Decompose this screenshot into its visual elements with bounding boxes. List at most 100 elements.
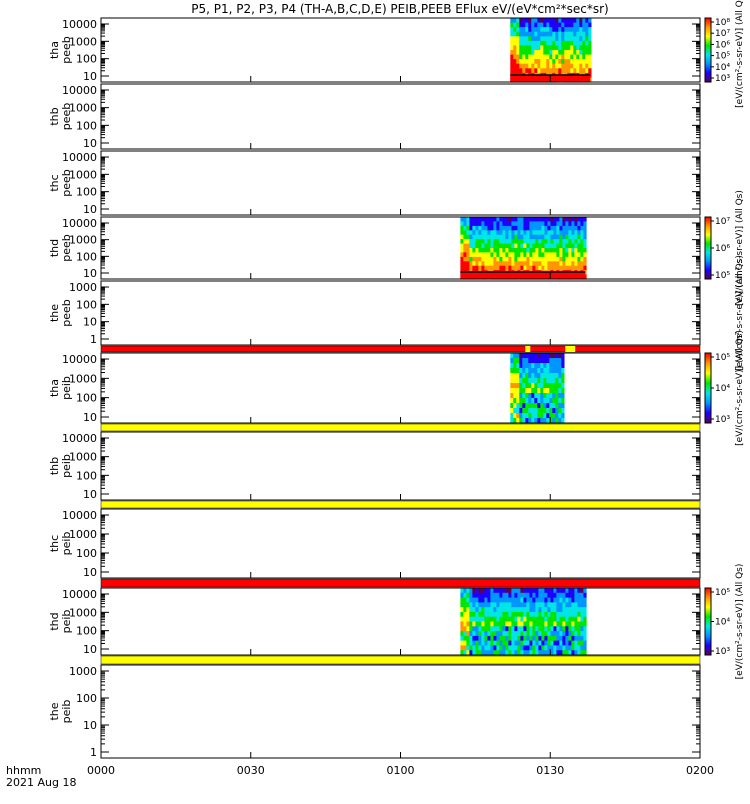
spectrogram-cell [553,611,557,618]
spectrogram-cell [580,230,584,236]
spectrogram-cell [510,27,514,33]
spectrogram-cell [558,358,562,364]
spectrogram-cell [510,388,514,394]
spectrogram-cell [561,68,565,74]
spectrogram-cell [553,221,557,227]
spectrogram-cell [541,265,545,271]
y-tick-label: 1000 [69,528,97,541]
spectrogram-cell [565,234,569,240]
spectrogram-cell [538,650,542,656]
spectrogram-cell [520,621,524,627]
spectrogram-cell [511,230,515,236]
spectrogram-cell [484,256,488,262]
spectrogram-cell [528,18,532,24]
spectrogram-cell [481,607,485,613]
spectrogram-cell [570,36,574,42]
spectrogram-cell [481,611,485,618]
spectrogram-cell [511,621,515,627]
spectrogram-cell [543,54,547,60]
spectrogram-cell [559,588,563,594]
spectrogram-cell [481,261,485,267]
spectrogram-cell [531,378,535,384]
spectrogram-cell [487,234,491,240]
spectrogram-cell [466,265,470,271]
spectrogram-cell [528,373,532,379]
spectrogram-cell [514,626,518,632]
spectrogram-cell [514,616,518,623]
spectrogram-cell [487,243,491,249]
spectrogram-cell [505,243,509,249]
spectrogram-cell [522,18,526,24]
spectrogram-cell [460,239,464,245]
spectrogram-cell [526,217,530,222]
spectrogram-cell [514,631,518,637]
spectrogram-cell [493,607,497,613]
spectrogram-cell [516,388,520,394]
spectrogram-cell [478,597,482,603]
spectrogram-cell [514,261,518,267]
spectrogram-cell [561,36,565,42]
spectrogram-cell [478,230,482,236]
spectrogram-cell [580,256,584,262]
spectrogram-cell [577,265,581,271]
spectrogram-cell [541,243,545,249]
spectrogram-cell [562,252,566,258]
spectrogram-cell [571,248,575,253]
spectrogram-cell [561,408,565,414]
spectrogram-cell [496,650,500,656]
spectrogram-cell [493,602,497,608]
spectrogram-cell [541,261,545,267]
spectrogram-cell [574,592,578,599]
spectrogram-cell [556,256,560,262]
spectrogram-cell [499,611,503,618]
spectrogram-cell [574,217,578,222]
spectrogram-cell [571,221,575,227]
panel-frame [100,280,701,346]
spectrogram-cell [582,59,586,65]
spectrogram-cell [519,373,523,379]
spectrogram-cell [487,621,491,627]
spectrogram-cell [510,18,514,24]
spectrogram-cell [522,22,526,28]
spectrogram-cell [475,640,479,646]
spectrogram-cell [529,621,533,627]
spectrogram-cell [475,261,479,267]
spectrogram-cell [537,36,541,42]
spectrogram-cell [556,640,560,646]
spectrogram-cell [531,63,535,69]
spectrogram-cell [475,626,479,632]
spectrogram-cell [528,54,532,60]
spectrogram-cell [540,63,544,69]
spectrogram-cell [546,36,550,42]
spectrogram-cell [538,607,542,613]
spectrogram-cell [508,243,512,249]
spectrogram-cell [517,243,521,249]
spectrogram-cell [508,239,512,245]
spectrogram-cell [556,248,560,253]
spectrogram-cell [516,403,520,409]
spectrogram-cell [571,230,575,236]
spectrogram-cell [531,388,535,394]
spectrogram-cell [525,27,529,33]
spectrogram-cell [574,616,578,623]
spectrogram-cell [558,408,562,414]
spectrogram-cell [481,602,485,608]
spectrogram-cell [535,230,539,236]
spectrogram-cell [523,640,527,646]
spectrogram-cell [529,607,533,613]
spectrogram-cell [574,597,578,603]
spectrogram-cell [505,256,509,262]
spectrogram-cell [490,616,494,623]
spectrogram-cell [522,403,526,409]
spectrogram-cell [511,631,515,637]
spectrogram-cell [553,635,557,642]
spectrogram-cell [511,243,515,249]
spectrogram-cell [561,373,565,379]
spectrogram-cell [543,31,547,37]
spectrogram-cell [582,36,586,42]
spectrogram-cell [466,592,470,599]
spectrogram-cell [493,239,497,245]
spectrogram-cell [573,45,577,51]
spectrogram-cell [535,252,539,258]
